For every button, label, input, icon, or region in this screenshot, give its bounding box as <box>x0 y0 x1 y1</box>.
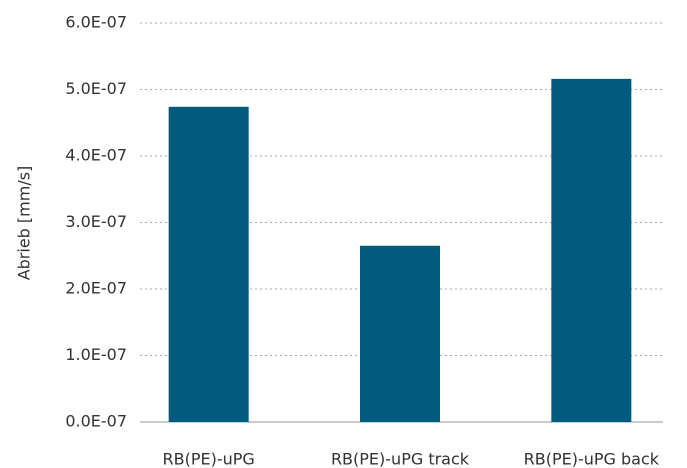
x-tick-label: RB(PE)-uPG back <box>524 450 660 468</box>
bar <box>168 106 249 422</box>
y-tick-label: 1.0E-07 <box>65 345 127 364</box>
y-tick-label: 2.0E-07 <box>65 279 127 298</box>
y-tick-label: 6.0E-07 <box>65 13 127 32</box>
x-tick-label: RB(PE)-uPG track <box>331 450 470 468</box>
bar <box>551 78 632 423</box>
y-axis-label: Abrieb [mm/s] <box>15 166 34 281</box>
y-tick-label: 0.0E-07 <box>65 412 127 431</box>
x-tick-label: RB(PE)-uPG <box>163 450 255 468</box>
y-tick-label: 4.0E-07 <box>65 146 127 165</box>
bar <box>360 245 440 422</box>
y-tick-label: 5.0E-07 <box>65 79 127 98</box>
y-tick-label: 3.0E-07 <box>65 212 127 231</box>
